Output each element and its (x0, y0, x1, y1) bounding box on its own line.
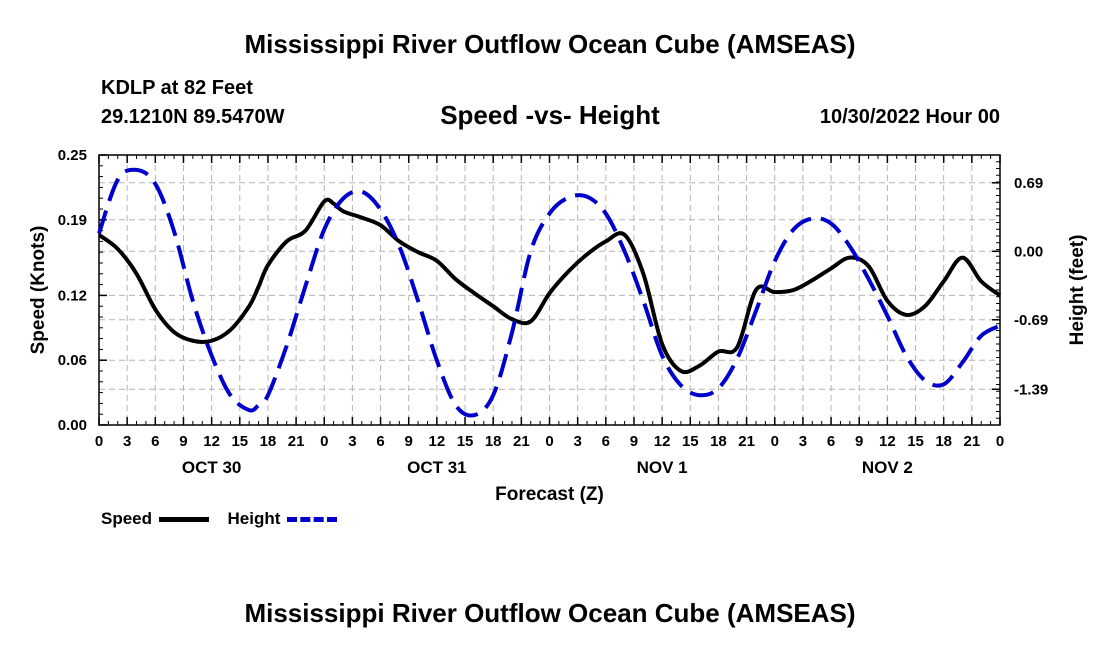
y-tick-label: 0.00 (58, 417, 87, 434)
x-tick-label: 9 (855, 433, 863, 450)
y-tick-label: 0.25 (58, 147, 87, 164)
x-tick-label: 9 (179, 433, 187, 450)
y2-tick-label: -0.69 (1014, 312, 1048, 329)
y2-axis-title: Height (feet) (1067, 235, 1088, 346)
x-tick-label: 21 (964, 433, 981, 450)
x-tick-label: 6 (602, 433, 610, 450)
y-tick-label: 0.12 (58, 287, 87, 304)
legend-speed-label: Speed (101, 509, 153, 528)
x-tick-label: 15 (231, 433, 248, 450)
x-tick-label: 6 (376, 433, 384, 450)
legend-item-speed: Speed (101, 509, 209, 529)
station-coords: 29.1210N 89.5470W (101, 106, 285, 128)
x-tick-label: 6 (827, 433, 835, 450)
x-tick-label: 12 (654, 433, 671, 450)
x-tick-label: 18 (485, 433, 502, 450)
x-tick-label: 12 (879, 433, 896, 450)
x-tick-label: 0 (996, 433, 1004, 450)
y2-tick-label: 0.69 (1014, 175, 1043, 192)
speed-height-chart: 0 3 6 9 12 15 18 21 0 3 6 9 12 15 18 21 0 3 6 9 12 15 18 21 0 3 6 9… (28, 147, 1088, 505)
chart-title: Mississippi River Outflow Ocean Cube (AM… (244, 29, 856, 59)
x-tick-label: 12 (429, 433, 446, 450)
x-tick-label: 3 (799, 433, 807, 450)
legend-height-swatch (287, 517, 338, 523)
x-tick-label: 9 (630, 433, 638, 450)
x-tick-label: 21 (738, 433, 755, 450)
x-axis-title: Forecast (Z) (495, 484, 604, 505)
y2-tick-label: -1.39 (1014, 381, 1048, 398)
chart-subtitle: Speed -vs- Height (440, 100, 660, 130)
y-tick-label: 0.19 (58, 212, 87, 229)
x-tick-label: 3 (348, 433, 356, 450)
x-tick-label: 6 (151, 433, 159, 450)
series-line-height (97, 167, 1001, 418)
x-tick-label: 0 (95, 433, 103, 450)
day-label: NOV 1 (637, 458, 688, 477)
legend-height-label: Height (227, 509, 281, 528)
x-tick-label: 0 (545, 433, 553, 450)
x-tick-label: 0 (771, 433, 779, 450)
y-axis-title: Speed (Knots) (28, 226, 49, 355)
legend-item-height: Height (228, 509, 338, 529)
day-label: NOV 2 (862, 458, 913, 477)
day-label: OCT 31 (407, 458, 467, 477)
footer-title: Mississippi River Outflow Ocean Cube (AM… (244, 598, 856, 628)
y2-tick-label: 0.00 (1014, 243, 1043, 260)
x-tick-label: 15 (907, 433, 924, 450)
legend-speed-swatch (158, 517, 209, 523)
x-tick-label: 12 (203, 433, 220, 450)
x-tick-label: 18 (710, 433, 727, 450)
x-tick-label: 9 (405, 433, 413, 450)
y-tick-label: 0.06 (58, 352, 87, 369)
legend: Speed Height (101, 509, 351, 529)
series-line-speed (97, 197, 1002, 375)
x-tick-label: 15 (682, 433, 699, 450)
forecast-datetime: 10/30/2022 Hour 00 (819, 106, 1000, 128)
x-tick-label: 0 (320, 433, 328, 450)
x-tick-label: 18 (260, 433, 277, 450)
x-tick-label: 21 (288, 433, 305, 450)
x-tick-label: 3 (123, 433, 131, 450)
x-tick-label: 15 (457, 433, 474, 450)
x-tick-label: 3 (573, 433, 581, 450)
x-tick-label: 18 (935, 433, 952, 450)
station-label: KDLP at 82 Feet (101, 77, 253, 99)
day-label: OCT 30 (182, 458, 242, 477)
x-tick-label: 21 (513, 433, 530, 450)
